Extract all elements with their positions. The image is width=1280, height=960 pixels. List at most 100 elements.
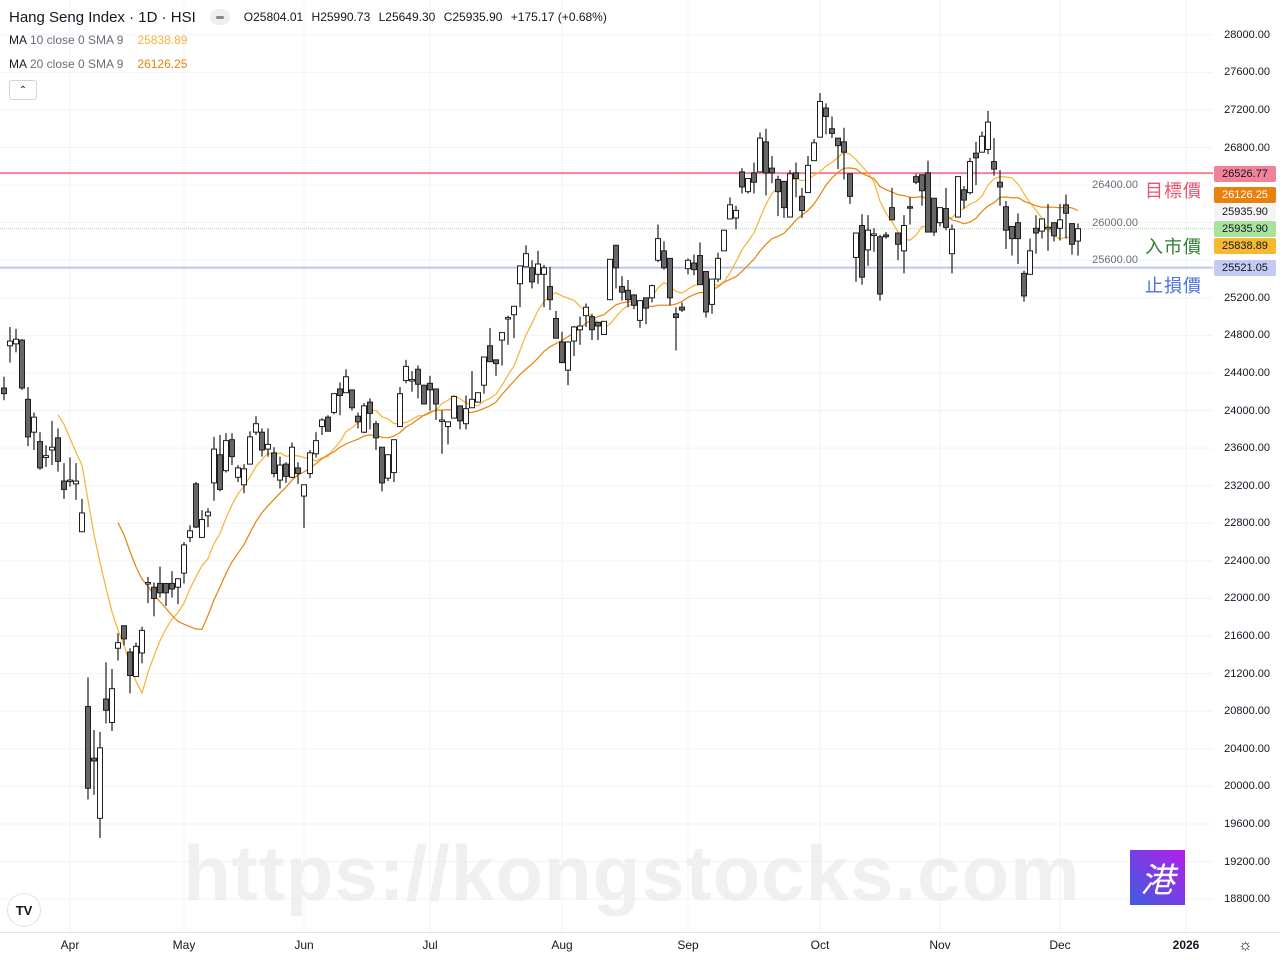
candle-body bbox=[133, 645, 139, 677]
time-tick-label: Jul bbox=[422, 938, 438, 952]
minus-icon[interactable] bbox=[209, 9, 230, 25]
candle-body bbox=[895, 232, 901, 245]
price-chart[interactable] bbox=[0, 0, 1213, 932]
price-tick-label: 26800.00 bbox=[1224, 141, 1270, 154]
candle-body bbox=[775, 178, 781, 193]
candle-body bbox=[85, 706, 91, 789]
candle-body bbox=[439, 419, 445, 422]
candle-body bbox=[793, 172, 799, 180]
price-tick-label: 20400.00 bbox=[1224, 742, 1270, 755]
price-tick-label: 19600.00 bbox=[1224, 817, 1270, 830]
candle-body bbox=[997, 181, 1003, 188]
open-value: O25804.01 bbox=[243, 10, 304, 24]
candle-body bbox=[475, 392, 481, 403]
collapse-legend-button[interactable]: ⌃ bbox=[9, 80, 37, 100]
line-annotation: 目標價 bbox=[1145, 181, 1202, 201]
candle-body bbox=[715, 257, 721, 280]
tradingview-logo[interactable]: TV bbox=[7, 893, 41, 927]
candle-body bbox=[289, 446, 295, 478]
ma10-legend[interactable]: MA 10 close 0 SMA 9 25838.89 bbox=[9, 33, 188, 47]
candle-body bbox=[577, 325, 583, 331]
candle-body bbox=[787, 173, 793, 218]
candle-body bbox=[277, 464, 283, 481]
candle-body bbox=[637, 300, 643, 321]
candle-body bbox=[1039, 218, 1045, 232]
price-tick-label: 27600.00 bbox=[1224, 66, 1270, 79]
candle-body bbox=[1021, 272, 1027, 297]
candle-body bbox=[937, 207, 943, 224]
candle-body bbox=[919, 174, 925, 192]
candle-body bbox=[115, 642, 121, 649]
symbol-title[interactable]: Hang Seng Index · 1D · HSI bbox=[9, 8, 196, 26]
candle-body bbox=[571, 326, 577, 342]
candle-body bbox=[1, 387, 7, 395]
candle-body bbox=[301, 484, 307, 497]
price-tick-label: 20000.00 bbox=[1224, 780, 1270, 793]
candle-body bbox=[247, 436, 253, 465]
candle-body bbox=[559, 341, 565, 364]
candle-body bbox=[331, 393, 337, 413]
candle-body bbox=[811, 142, 817, 162]
ma20-legend[interactable]: MA 20 close 0 SMA 9 26126.25 bbox=[9, 57, 188, 71]
candle-body bbox=[721, 229, 727, 252]
candle-body bbox=[169, 582, 175, 590]
candle-body bbox=[817, 100, 823, 138]
candle-body bbox=[847, 173, 853, 197]
candle-body bbox=[1027, 250, 1033, 275]
candle-body bbox=[967, 161, 973, 194]
candle-body bbox=[877, 236, 883, 295]
candle-body bbox=[241, 468, 247, 486]
candle-body bbox=[295, 467, 301, 475]
candle-body bbox=[547, 286, 553, 301]
ma20-line bbox=[117, 167, 1079, 630]
candle-body bbox=[211, 448, 217, 484]
candle-body bbox=[697, 255, 703, 286]
candle-body bbox=[703, 271, 709, 313]
candle-body bbox=[361, 405, 367, 433]
candle-body bbox=[1069, 223, 1075, 245]
candle-body bbox=[523, 253, 529, 268]
candle-body bbox=[1051, 222, 1057, 237]
candle-body bbox=[79, 512, 85, 533]
price-tick-label: 19200.00 bbox=[1224, 855, 1270, 868]
candle-body bbox=[745, 178, 751, 193]
high-value: H25990.73 bbox=[311, 10, 371, 24]
candle-body bbox=[601, 320, 607, 335]
price-tick-label: 23200.00 bbox=[1224, 479, 1270, 492]
candle-body bbox=[1003, 206, 1009, 231]
candle-body bbox=[7, 340, 13, 347]
candle-body bbox=[955, 176, 961, 218]
candle-body bbox=[73, 480, 79, 485]
candle-body bbox=[595, 321, 601, 327]
line-annotation: 入市價 bbox=[1145, 237, 1202, 257]
time-tick-label: Oct bbox=[810, 938, 830, 952]
candle-body bbox=[613, 244, 619, 269]
candle-body bbox=[649, 285, 655, 299]
candle-body bbox=[667, 257, 673, 299]
candle-body bbox=[157, 582, 163, 594]
candle-body bbox=[871, 233, 877, 236]
candle-body bbox=[625, 289, 631, 301]
candle-body bbox=[757, 137, 763, 173]
candle-body bbox=[127, 651, 133, 677]
price-tick-label: 22400.00 bbox=[1224, 554, 1270, 567]
candle-body bbox=[481, 356, 487, 386]
price-tick-label: 24000.00 bbox=[1224, 404, 1270, 417]
gear-icon[interactable]: ☼ bbox=[1238, 937, 1253, 954]
price-tick-label: 24400.00 bbox=[1224, 366, 1270, 379]
price-tick-label: 26400.00 bbox=[1092, 179, 1138, 192]
candle-body bbox=[385, 454, 391, 479]
line-annotation: 止損價 bbox=[1145, 276, 1202, 296]
candle-body bbox=[517, 265, 523, 285]
time-tick-label: Apr bbox=[60, 938, 80, 952]
candle-body bbox=[457, 405, 463, 422]
candle-body bbox=[553, 317, 559, 339]
candle-body bbox=[619, 286, 625, 293]
candle-body bbox=[709, 278, 715, 305]
candle-body bbox=[391, 439, 397, 474]
candle-body bbox=[271, 452, 277, 475]
candle-body bbox=[1015, 222, 1021, 240]
candle-body bbox=[109, 688, 115, 723]
candle-body bbox=[529, 267, 535, 283]
candle-body bbox=[889, 207, 895, 221]
